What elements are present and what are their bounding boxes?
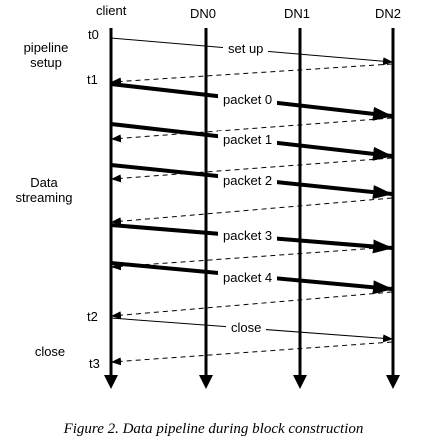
phase-close-line-1: close [34,344,66,359]
phase-setup-line-2: setup [30,55,62,70]
message-label-close: close [226,319,267,336]
phase-setup-line-1: pipeline [23,40,69,55]
setup-ack-arrow [111,63,393,86]
time-marker-t3: t3 [89,356,100,371]
phase-streaming-line-2: streaming [15,190,73,205]
time-marker-t2: t2 [87,309,98,324]
lifeline-dn1-arrowhead [293,375,307,389]
packet2-ack-arrow [111,197,393,226]
packet4-ack-arrow [111,291,393,320]
time-marker-t1: t1 [87,72,98,87]
node-label-dn1: DN1 [284,6,311,21]
phase-label-setup: pipeline setup [12,40,80,70]
lifeline-client-arrowhead [104,375,118,389]
time-marker-t0: t0 [88,27,99,42]
lifeline-dn2-arrowhead [386,375,400,389]
lifeline-dn0-arrowhead [199,375,213,389]
node-label-dn0: DN0 [190,6,217,21]
packet3-ack-arrow [111,246,393,271]
packet0-ack-arrow [111,117,393,143]
phase-label-close: close [20,344,80,359]
message-label-packet0: packet 0 [218,91,278,108]
packet1-ack-arrow [111,157,393,183]
message-label-packet3: packet 3 [218,227,278,244]
message-label-packet1: packet 1 [218,131,278,148]
phase-label-streaming: Data streaming [6,175,82,205]
phase-streaming-line-1: Data [30,175,58,190]
message-label-setup: set up [223,40,269,57]
figure-caption: Figure 2. Data pipeline during block con… [63,421,364,437]
close-ack-arrow [111,341,393,366]
node-label-dn2: DN2 [375,6,402,21]
message-label-packet4: packet 4 [218,269,278,286]
message-label-packet2: packet 2 [218,172,278,189]
node-label-client: client [96,3,127,18]
